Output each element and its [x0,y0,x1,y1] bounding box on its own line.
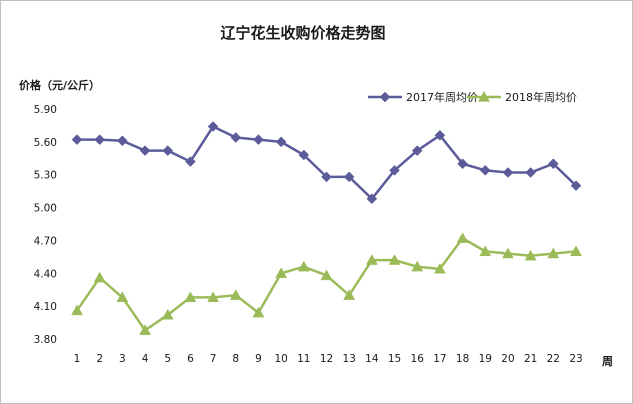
x-axis-ticks: 1 2 3 4 5 6 7 8 9 10 11 12 13 14 15 16 17 18 19 20 21 22 23 [74,353,583,365]
data-point [502,167,514,178]
data-point [570,180,582,192]
x-tick-label: 5 [164,353,171,365]
x-tick-label: 11 [297,353,310,365]
data-point [479,164,491,176]
y-tick-label: 4.70 [34,235,57,247]
y-axis-label: 价格（元/公斤） [19,78,100,92]
data-point [320,269,333,281]
data-point [207,291,220,303]
x-tick-label: 14 [365,353,379,365]
x-tick-label: 3 [119,353,126,365]
data-point [116,291,129,303]
data-point [229,289,242,300]
data-point [456,232,469,243]
data-point [366,193,378,205]
legend-marker [478,90,490,102]
data-point [343,289,356,300]
legend-marker [379,91,391,103]
data-point [343,171,355,183]
series-layer [71,121,582,335]
data-point [230,132,242,143]
x-tick-label: 18 [456,353,469,365]
data-point [207,121,219,132]
x-tick-label: 7 [210,353,217,365]
y-tick-label: 3.80 [34,334,57,346]
x-tick-label: 4 [142,353,149,365]
data-point [185,156,196,167]
x-tick-label: 21 [524,353,537,365]
data-point [389,164,400,176]
data-point [184,291,197,303]
series-1 [71,121,582,205]
data-point [502,247,514,259]
x-tick-label: 15 [388,353,401,365]
data-point [525,167,536,178]
x-tick-label: 13 [342,353,355,365]
x-tick-label: 17 [433,353,446,365]
x-tick-label: 6 [187,353,194,365]
x-tick-label: 9 [255,353,262,365]
data-point [252,306,265,318]
data-point [570,245,582,257]
x-tick-label: 1 [74,353,81,365]
x-tick-label: 16 [411,353,425,365]
data-point [94,134,106,146]
data-point [433,262,446,274]
chart-title: 辽宁花生收购价格走势图 [220,24,385,42]
data-point [457,158,468,170]
legend-item: 2017年周均价 [368,90,478,104]
data-point [275,267,288,278]
data-point [321,171,332,183]
x-tick-label: 23 [569,353,582,365]
y-tick-label: 4.10 [34,301,57,313]
data-point [161,308,174,320]
y-axis-ticks: 5.90 5.60 5.30 5.00 4.70 4.40 4.10 3.80 [34,104,57,346]
data-point [139,145,151,156]
y-tick-label: 5.60 [34,137,57,149]
data-point [434,129,446,141]
data-point [547,247,560,259]
x-tick-label: 19 [479,353,492,365]
data-point [388,254,401,265]
data-point [479,245,492,257]
x-tick-label: 22 [547,353,560,365]
data-point [93,271,106,283]
series-line [77,125,577,201]
data-point [365,254,378,265]
legend-label: 2017年周均价 [406,90,478,104]
data-point [139,324,151,335]
series-2 [71,232,582,335]
data-point [298,149,310,161]
y-tick-label: 5.00 [34,203,57,215]
data-point [162,145,174,156]
data-point [253,134,264,146]
x-tick-label: 20 [501,353,514,365]
data-point [411,145,423,156]
legend-label: 2018年周均价 [505,90,577,104]
x-tick-label: 10 [274,353,287,365]
y-tick-label: 5.30 [34,170,57,182]
data-point [547,158,559,170]
y-tick-label: 5.90 [34,104,57,116]
data-point [117,135,128,147]
x-tick-label: 2 [96,353,103,365]
data-point [524,249,537,261]
data-point [71,134,83,146]
data-point [411,260,424,272]
data-point [297,260,310,272]
x-tick-label: 8 [232,353,239,365]
legend: 2017年周均价 2018年周均价 [368,90,577,104]
legend-item: 2018年周均价 [467,90,577,104]
series-line [75,236,577,332]
data-point [71,304,83,316]
x-tick-label: 12 [320,353,333,365]
data-point [275,136,287,148]
y-tick-label: 4.40 [34,268,57,280]
x-axis-label: 周 [602,355,613,368]
